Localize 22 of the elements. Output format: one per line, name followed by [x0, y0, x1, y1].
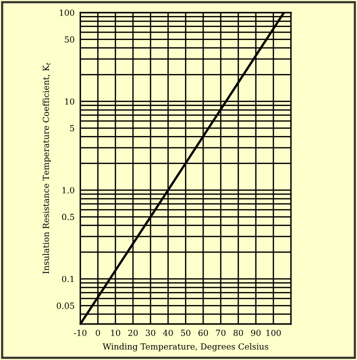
y-tick-label: 0.5 [62, 214, 74, 220]
x-tick-label: 40 [163, 330, 173, 336]
y-tick-label: 100 [60, 10, 74, 16]
y-tick-label: 5 [70, 125, 74, 132]
x-tick-label: 0 [96, 330, 100, 336]
x-tick-label: 70 [216, 330, 226, 336]
y-tick-label: 10 [65, 98, 74, 105]
x-tick-label: 100 [266, 330, 281, 336]
x-axis-title: Winding Temperature, Degrees Celsius [102, 343, 268, 352]
x-tick-label: -10 [74, 330, 86, 336]
y-tick-label: 50 [64, 36, 74, 43]
y-tick-label: 1.0 [62, 187, 74, 194]
x-tick-label: 60 [198, 330, 208, 336]
x-tick-label: 30 [146, 330, 156, 336]
y-tick-label: 0.05 [56, 302, 74, 309]
y-tick-label: 0.1 [62, 276, 74, 282]
x-tick-label: 50 [181, 330, 190, 336]
x-tick-label: 20 [128, 330, 138, 336]
x-tick-label: 10 [111, 330, 120, 336]
y-axis-title: Insulation Resistance Temperature Coefficient, K$_{t}$ [42, 62, 51, 274]
x-tick-label: 90 [251, 330, 261, 336]
x-tick-label: 80 [234, 330, 244, 336]
